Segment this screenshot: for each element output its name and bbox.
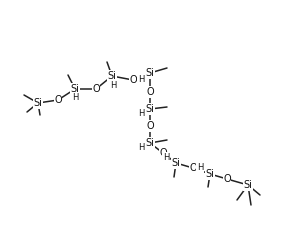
Text: Si: Si (172, 158, 181, 168)
Text: Si: Si (244, 180, 252, 190)
Text: H: H (138, 143, 144, 152)
Text: Si: Si (206, 169, 214, 179)
Text: H: H (163, 152, 169, 161)
Text: O: O (159, 148, 167, 158)
Text: Si: Si (146, 104, 154, 114)
Text: H: H (138, 75, 144, 83)
Text: Si: Si (146, 68, 154, 78)
Text: Si: Si (146, 138, 154, 148)
Text: H: H (197, 164, 203, 173)
Text: Si: Si (71, 84, 79, 94)
Text: O: O (129, 75, 137, 85)
Text: H: H (110, 80, 116, 89)
Text: H: H (72, 94, 78, 103)
Text: O: O (223, 174, 231, 184)
Text: O: O (146, 87, 154, 97)
Text: O: O (146, 121, 154, 131)
Text: O: O (92, 84, 100, 94)
Text: Si: Si (34, 98, 42, 108)
Text: Si: Si (108, 71, 116, 81)
Text: H: H (138, 109, 144, 119)
Text: O: O (189, 163, 197, 173)
Text: O: O (54, 95, 62, 105)
